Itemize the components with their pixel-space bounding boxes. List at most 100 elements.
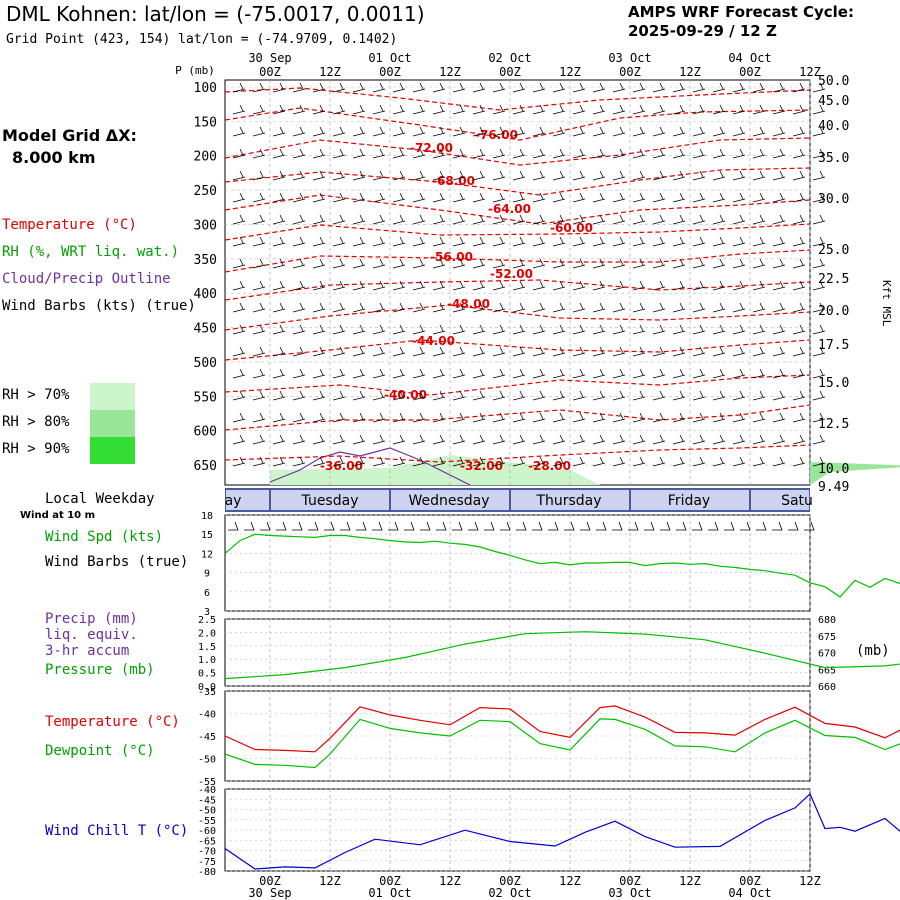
wind-barb	[372, 390, 386, 401]
wind-barb	[712, 324, 726, 335]
weekday-label: Wednesday	[408, 493, 489, 509]
wind-barb	[652, 280, 666, 291]
temperature-line	[224, 705, 900, 753]
wind-barb	[452, 346, 466, 357]
wind-barb	[592, 324, 606, 335]
top-hour-label: 12Z	[319, 65, 341, 79]
wind-barb	[492, 214, 506, 225]
wind-barb	[372, 434, 386, 445]
wind-barb	[412, 280, 426, 291]
wind-barb	[392, 170, 406, 181]
wind-barb	[432, 434, 446, 445]
wind-barb	[472, 148, 486, 159]
wind-barb	[552, 346, 566, 357]
windchill-panel-ytick-label: -45	[198, 795, 216, 806]
wind-barb	[692, 148, 706, 159]
wind-barb	[412, 412, 426, 423]
wind-barb	[752, 104, 766, 115]
forecast-cycle-value: 2025-09-29 / 12 Z	[628, 22, 777, 40]
wind-barb	[352, 434, 366, 445]
wind-barb	[592, 236, 606, 247]
wind-barb	[612, 324, 626, 335]
wind-barb	[672, 258, 686, 269]
wind-barb	[252, 258, 266, 269]
windchill-panel-frame	[224, 788, 811, 872]
wind-barb	[692, 236, 706, 247]
wind-barb	[252, 412, 266, 423]
wind-barb	[672, 346, 686, 357]
surface-wind-barb	[500, 521, 511, 531]
wind-barb	[572, 412, 586, 423]
wind-barb	[692, 302, 706, 313]
wind-barb	[232, 412, 246, 423]
wind-barb	[532, 390, 546, 401]
wind-barb	[452, 126, 466, 137]
wind-barb	[292, 368, 306, 379]
rh70-label: RH > 70%	[2, 387, 70, 403]
wind-barb	[452, 456, 466, 467]
wind-barb	[252, 192, 266, 203]
wind-barb	[632, 214, 646, 225]
wind-barb	[692, 280, 706, 291]
wind-barb	[752, 324, 766, 335]
wind-barb	[312, 280, 326, 291]
wind-barb	[432, 170, 446, 181]
wind-barb	[472, 126, 486, 137]
pressure-tick-label: 300	[194, 218, 217, 233]
wind-barb	[352, 214, 366, 225]
wind-barb	[552, 104, 566, 115]
height-tick-label: 30.0	[818, 192, 849, 207]
wind-barb	[452, 368, 466, 379]
wind-barb	[752, 456, 766, 467]
wind-barb	[812, 280, 826, 291]
wind-barb	[352, 456, 366, 467]
windchill-panel-ytick-label: -50	[198, 806, 216, 817]
wind-barb	[492, 170, 506, 181]
wind-barb	[292, 82, 306, 93]
windchill-panel-ytick-label: -75	[198, 857, 216, 868]
wind-barb	[392, 82, 406, 93]
rh80-area	[810, 462, 900, 485]
wind-barb	[652, 456, 666, 467]
wind-barb	[472, 434, 486, 445]
wind-barb	[612, 390, 626, 401]
wind-barb	[772, 258, 786, 269]
pressure-ytick-label: 660	[818, 682, 836, 693]
wind-barb	[492, 148, 506, 159]
wind-barb	[552, 192, 566, 203]
wind-barb	[712, 302, 726, 313]
wind-barb	[572, 390, 586, 401]
wind-barb	[412, 368, 426, 379]
wind-barb	[332, 148, 346, 159]
wind-barb	[752, 302, 766, 313]
wind-barb	[512, 148, 526, 159]
wind-barb	[432, 390, 446, 401]
bottom-hour-label: 12Z	[559, 874, 581, 888]
forecast-cycle-label: AMPS WRF Forecast Cycle:	[628, 3, 854, 21]
wind-barb	[272, 456, 286, 467]
wind-barb	[332, 390, 346, 401]
wind-barb	[412, 302, 426, 313]
wind-barb	[672, 126, 686, 137]
wind-barb	[652, 368, 666, 379]
wind-barb	[612, 412, 626, 423]
pressure-tick-label: 200	[194, 150, 217, 165]
wind-barb	[612, 280, 626, 291]
wind-barb	[332, 214, 346, 225]
wind-barb	[252, 434, 266, 445]
wind-barb	[292, 258, 306, 269]
wind-barb	[252, 236, 266, 247]
wind-barb	[252, 82, 266, 93]
windchill-panel-ytick-label: -40	[198, 785, 216, 796]
wind-barb	[312, 258, 326, 269]
windchill-line	[224, 792, 900, 870]
wind-barb	[512, 82, 526, 93]
wind-barb	[272, 170, 286, 181]
wind-barb	[592, 302, 606, 313]
weekday-cell	[631, 490, 749, 510]
wind-barb	[552, 368, 566, 379]
wind-barb	[472, 214, 486, 225]
wind-barb	[572, 214, 586, 225]
wind-barb	[672, 390, 686, 401]
windchill-panel-ytick-label: -60	[198, 826, 216, 837]
